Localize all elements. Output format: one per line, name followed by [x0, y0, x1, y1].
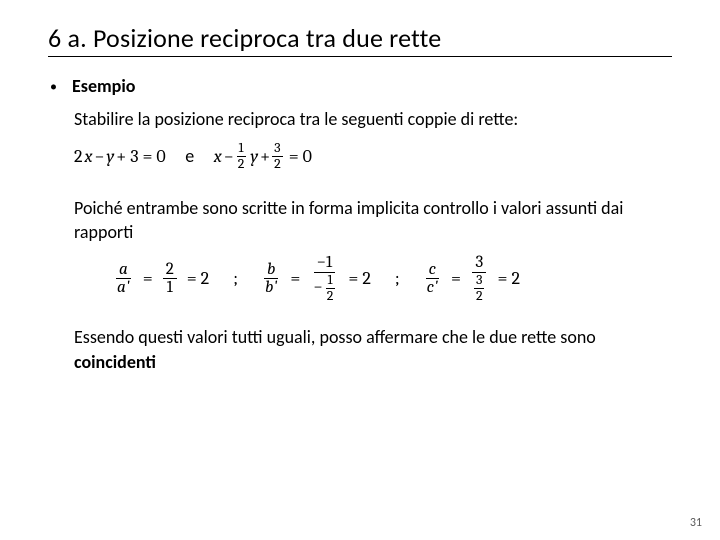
nested-frac: 3 2: [474, 273, 485, 303]
minus-sign: −: [313, 279, 322, 297]
equals: =: [451, 268, 461, 289]
ratio-c-value: 3 3 2: [471, 254, 488, 303]
frac-den: − 1 2: [310, 273, 338, 303]
ratio-b-result: = 2: [348, 268, 370, 289]
bullet-dot: •: [50, 78, 72, 95]
frac-den: c': [424, 279, 441, 297]
frac-3-2: 3 2: [272, 141, 283, 171]
frac-den: 1: [164, 279, 176, 297]
connector-e: e: [166, 145, 214, 167]
frac-den: 2: [236, 157, 247, 172]
ratio-a-symbol: a a': [114, 261, 133, 298]
separator: ;: [395, 268, 400, 289]
ratio-a-result: = 2: [187, 268, 209, 289]
ratio-b-symbol: b b': [262, 261, 280, 298]
equation-1: 2x − y + 3 = 0: [74, 146, 166, 167]
ratio-b-value: −1 − 1 2: [310, 254, 338, 303]
frac-den: 3 2: [471, 273, 488, 303]
frac-den: 2: [474, 289, 485, 304]
paragraph-ratios-intro: Poiché entrambe sono scritte in forma im…: [74, 196, 672, 245]
equals: =: [143, 268, 153, 289]
intro-text: Stabilire la posizione reciproca tra le …: [74, 107, 672, 131]
ratio-c-symbol: c c': [424, 261, 441, 298]
frac-num: c: [426, 261, 439, 280]
frac-den: 2: [272, 157, 283, 172]
frac-den: a': [114, 279, 133, 297]
frac-den: b': [262, 279, 280, 297]
eq-zero: = 0: [289, 146, 312, 167]
separator: ;: [233, 268, 238, 289]
example-bullet: • Esempio: [50, 75, 672, 97]
slide-title: 6 a. Posizione reciproca tra due rette: [48, 22, 672, 57]
frac-1-2: 1 2: [236, 141, 247, 171]
ratio-a-value: 2 1: [163, 261, 177, 298]
equation-2: x − 1 2 y + 3 2 = 0: [214, 141, 312, 171]
example-label: Esempio: [72, 75, 135, 97]
equation-pair: 2x − y + 3 = 0 e x − 1 2 y + 3 2 = 0: [74, 141, 672, 171]
closing-pre: Essendo questi valori tutti uguali, poss…: [74, 326, 596, 348]
frac-num: a: [116, 261, 131, 280]
closing-text: Essendo questi valori tutti uguali, poss…: [74, 325, 672, 374]
frac-num: b: [264, 261, 278, 280]
nested-frac: 1 2: [325, 273, 336, 303]
page-number: 31: [690, 516, 702, 530]
ratio-c-result: = 2: [498, 268, 520, 289]
frac-num: 2: [163, 261, 177, 280]
closing-bold: coincidenti: [74, 351, 156, 373]
equals: =: [290, 268, 300, 289]
ratio-row: a a' = 2 1 = 2 ; b b' = −1 − 1 2: [114, 254, 672, 303]
content-area: • Esempio Stabilire la posizione recipro…: [48, 75, 672, 374]
frac-den: 2: [325, 289, 336, 304]
